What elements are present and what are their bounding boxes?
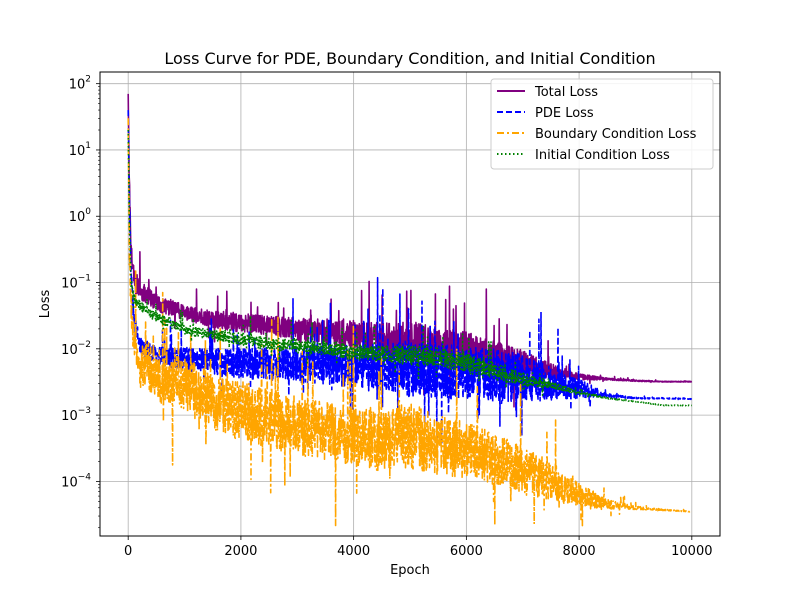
x-tick-label: 4000 [337, 544, 370, 559]
series-line [127, 129, 693, 407]
series-line [127, 93, 693, 408]
legend-label: Total Loss [534, 85, 598, 100]
x-tick-label: 6000 [450, 544, 483, 559]
y-axis-label: Loss [38, 290, 53, 319]
x-tick-label: 8000 [563, 544, 596, 559]
x-tick-label: 2000 [224, 544, 257, 559]
x-axis-label: Epoch [390, 563, 430, 578]
chart-title: Loss Curve for PDE, Boundary Condition, … [164, 49, 655, 68]
y-tick-label: 10−4 [61, 472, 91, 490]
legend-label: PDE Loss [535, 106, 594, 121]
y-tick-label: 10−2 [61, 340, 91, 358]
y-tick-label: 100 [69, 207, 92, 225]
series-lines-layer [127, 93, 693, 527]
legend-box [490, 78, 714, 170]
y-tick-label: 10−1 [61, 274, 91, 292]
y-ticks: 10−4 10−3 10−2 10−1 100 101 102 [61, 75, 100, 529]
plot-frame [99, 71, 721, 537]
y-tick-label: 101 [69, 141, 91, 159]
legend-label: Boundary Condition Loss [535, 127, 697, 142]
x-tick-label: 10000 [671, 544, 712, 559]
y-tick-label: 102 [69, 75, 91, 93]
x-tick-label: 0 [124, 544, 132, 559]
series-line [127, 118, 693, 527]
y-tick-label: 10−3 [61, 406, 91, 424]
legend-label: Initial Condition Loss [535, 148, 670, 163]
legend: Total Loss PDE Loss Boundary Condition Los… [490, 78, 714, 170]
x-ticks: 0 2000 4000 6000 8000 10000 [124, 536, 712, 559]
